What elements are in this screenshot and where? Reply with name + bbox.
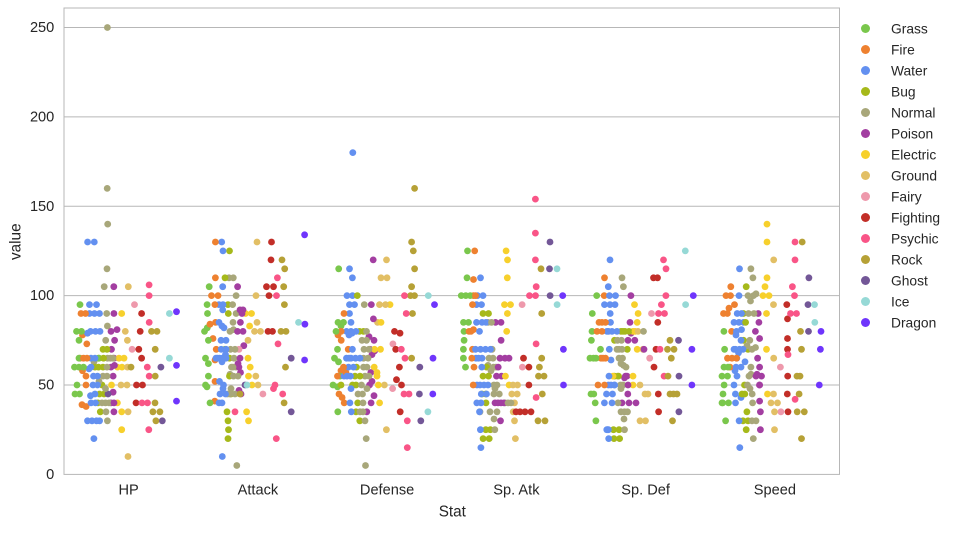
svg-text:Ice: Ice <box>891 294 910 309</box>
svg-text:Poison: Poison <box>891 126 933 141</box>
svg-text:Electric: Electric <box>891 147 936 162</box>
svg-text:Defense: Defense <box>360 482 414 498</box>
svg-text:Normal: Normal <box>891 105 935 120</box>
svg-text:Water: Water <box>891 63 928 78</box>
svg-text:Ghost: Ghost <box>891 273 928 288</box>
svg-text:Grass: Grass <box>891 21 928 36</box>
svg-text:Fighting: Fighting <box>891 210 940 225</box>
svg-text:Bug: Bug <box>891 84 916 99</box>
svg-text:50: 50 <box>38 378 54 394</box>
svg-text:Attack: Attack <box>238 482 279 498</box>
svg-text:Psychic: Psychic <box>891 231 939 246</box>
svg-text:200: 200 <box>30 110 54 126</box>
svg-text:Speed: Speed <box>754 482 796 498</box>
svg-text:Dragon: Dragon <box>891 315 936 330</box>
svg-text:Rock: Rock <box>891 252 923 267</box>
svg-text:150: 150 <box>30 199 54 215</box>
svg-text:Stat: Stat <box>439 504 467 521</box>
svg-text:0: 0 <box>46 467 54 483</box>
svg-text:Fire: Fire <box>891 42 915 57</box>
svg-text:100: 100 <box>30 288 54 304</box>
svg-text:Fairy: Fairy <box>891 189 922 204</box>
svg-text:value: value <box>8 223 25 260</box>
svg-text:HP: HP <box>118 482 138 498</box>
svg-text:Ground: Ground <box>891 168 937 183</box>
svg-text:250: 250 <box>30 20 54 36</box>
svg-text:Sp. Atk: Sp. Atk <box>493 482 540 498</box>
svg-text:Sp. Def: Sp. Def <box>621 482 671 498</box>
